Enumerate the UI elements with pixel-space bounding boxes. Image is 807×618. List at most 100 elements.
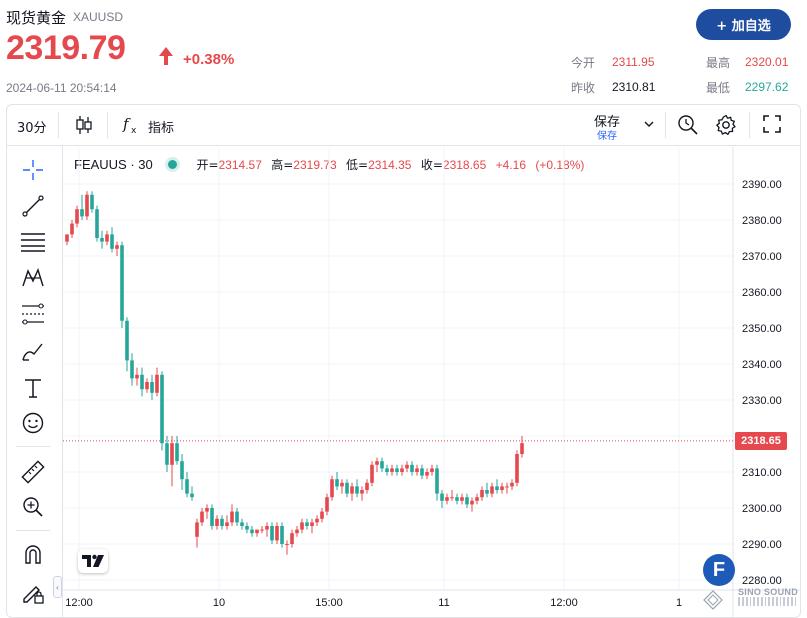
candle-body [190,493,194,498]
candle-body [100,238,104,242]
candle-body [120,245,124,321]
watermark-chinese-glyphs [738,597,796,606]
y-axis-tick-label: 2380.00 [742,215,782,227]
emoji-icon[interactable] [21,411,45,435]
candle-body [240,522,244,526]
candle-body [210,508,214,526]
candle-body [265,526,269,530]
y-axis-tick-label: 2370.00 [742,251,782,263]
y-axis-tick-label: 2310.00 [742,467,782,479]
ruler-icon[interactable] [20,459,46,485]
quote-timestamp: 2024-06-11 20:54:14 [6,81,117,95]
legend-high-value: 2319.73 [293,158,337,172]
candle-body [80,209,84,217]
candle-body [245,526,249,530]
legend-close-value: 2318.65 [442,158,487,172]
y-axis-tick-label: 2280.00 [742,575,782,587]
stat-prevclose-label: 昨收 [571,81,596,95]
change-percent: +0.38% [183,51,235,68]
candle-body [380,461,384,469]
legend-open-value: 2314.57 [218,158,262,172]
candle-body [95,209,99,238]
tradingview-logo-icon [82,554,104,567]
candle-body [520,443,524,454]
stat-high-label: 最高 [706,56,731,70]
candle-body [105,234,109,242]
candle-body [175,443,179,462]
add-watchlist-button[interactable]: + 加自选 [696,9,791,40]
candle-body [350,486,354,494]
collapse-toolbar-handle[interactable]: ‹ [53,576,62,598]
chevron-down-icon[interactable] [643,118,655,130]
candle-body [195,522,199,537]
candle-body [425,472,429,476]
candle-body [110,234,114,249]
pattern-icon[interactable] [20,266,46,290]
candle-body [375,461,379,465]
instrument-code: XAUUSD [73,10,124,24]
stat-open-value: 2311.95 [612,55,655,69]
candle-body [405,464,409,469]
up-arrow-icon [159,47,173,65]
candle-body [470,500,474,505]
candle-body [155,374,159,393]
text-icon[interactable] [22,376,44,400]
candle-body [290,533,294,544]
toolbar-divider [749,112,750,138]
legend-high-label: 高= [271,158,294,172]
candle-body [85,194,89,217]
candle-body [275,526,279,541]
fib-icon[interactable] [19,302,47,326]
candle-body [340,482,344,487]
tradingview-logo[interactable] [78,549,108,573]
search-clock-icon[interactable] [676,113,700,137]
market-status-dot-icon [168,160,178,169]
stat-low-value: 2297.62 [745,80,789,94]
candle-body [125,320,129,361]
crosshair-icon[interactable] [21,158,45,182]
y-axis-tick-label: 2300.00 [742,503,782,515]
save-sublabel: 保存 [597,131,617,142]
save-button[interactable]: 保存 [594,115,621,130]
candle-body [185,479,189,494]
candle-body [370,464,374,483]
candle-body [495,486,499,490]
x-axis-tick-label: 10 [213,597,225,609]
current-price: 2319.79 [6,29,126,67]
candle-body [485,490,489,494]
candle-body [270,526,274,541]
candle-body [480,490,484,498]
lock-pencil-icon[interactable] [20,579,46,605]
candle-body [515,454,519,483]
indicators-button[interactable]: 指标 [148,121,175,136]
brush-icon[interactable] [20,340,46,364]
candle-body [300,522,304,530]
candle-body [355,486,359,494]
candle-body [510,482,514,487]
candlestick-icon[interactable] [73,114,95,136]
candle-body [450,497,454,499]
candle-body [65,234,69,242]
candle-body [305,522,309,526]
candle-body [70,223,74,235]
horizontal-lines-icon[interactable] [19,230,47,254]
interval-selector[interactable]: 30分 [17,121,47,136]
instrument-name: 现货黄金 [6,9,67,27]
candle-body [285,544,289,545]
trend-line-icon[interactable] [21,194,45,218]
gear-icon[interactable] [714,113,738,137]
x-axis-tick-label: 12:00 [550,597,578,609]
candle-body [410,464,414,472]
candle-body [445,497,449,501]
legend-low-label: 低= [346,158,369,172]
legend-symbol: FEAUUS · 30 [74,157,153,172]
x-axis-tick-label: 12:00 [65,597,93,609]
function-fx-icon[interactable]: f x [121,114,143,136]
stat-open-label: 今开 [571,56,596,70]
fullscreen-icon[interactable] [762,114,782,134]
candle-body [200,511,204,523]
zoom-in-icon[interactable] [21,495,45,519]
candle-body [135,374,139,379]
magnet-icon[interactable] [21,543,45,567]
